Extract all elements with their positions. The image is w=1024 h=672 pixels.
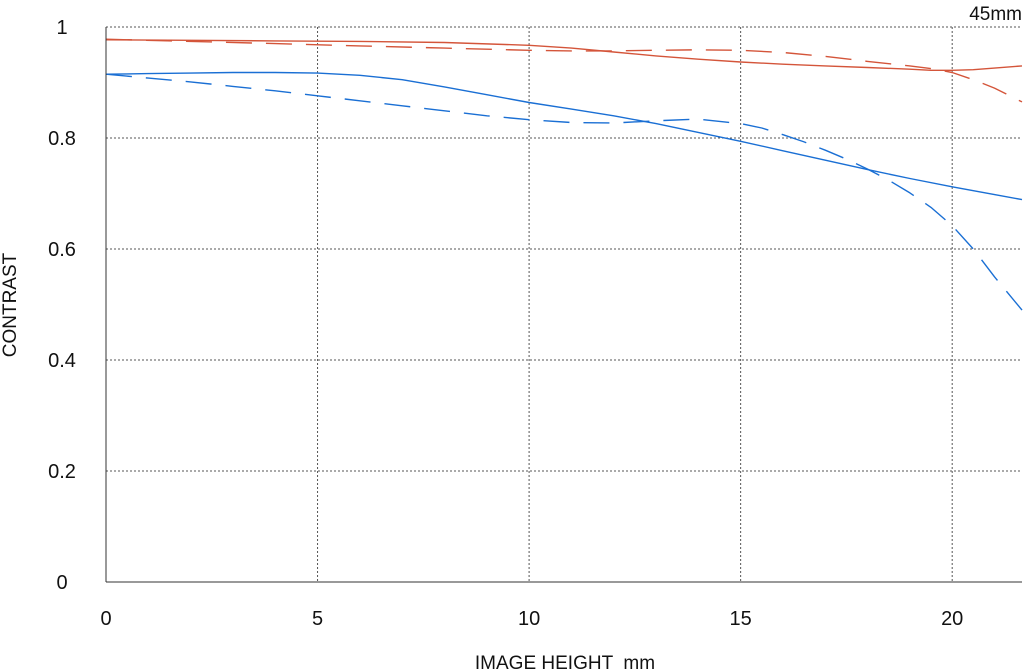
x-tick-label: 0 — [100, 608, 111, 630]
series-layer — [105, 38, 1023, 311]
grid-layer — [106, 26, 1022, 582]
series-line-1 — [105, 39, 1023, 71]
y-tick-label: 0.4 — [48, 350, 76, 372]
axis-layer — [105, 27, 1022, 583]
y-tick-label: 0.8 — [48, 128, 76, 150]
y-tick-label: 0 — [56, 572, 67, 594]
y-tick-label: 1 — [56, 17, 67, 39]
x-tick-label: 5 — [312, 608, 323, 630]
x-tick-label: 10 — [518, 608, 540, 630]
y-tick-label: 0.6 — [48, 239, 76, 261]
y-axis-title: CONTRAST — [0, 252, 21, 357]
x-axis-title: IMAGE HEIGHT mm — [475, 653, 655, 672]
series-line-4 — [105, 73, 1023, 311]
series-line-2 — [105, 38, 1023, 103]
tick-label-layer: 0 5 10 15 20 0 0.2 0.4 0.6 0.8 1 — [48, 17, 963, 630]
x-tick-label: 15 — [730, 608, 752, 630]
corner-label: 45mm — [969, 4, 1022, 25]
x-tick-label: 20 — [941, 608, 963, 630]
series-line-3 — [105, 71, 1023, 201]
y-tick-label: 0.2 — [48, 461, 76, 483]
